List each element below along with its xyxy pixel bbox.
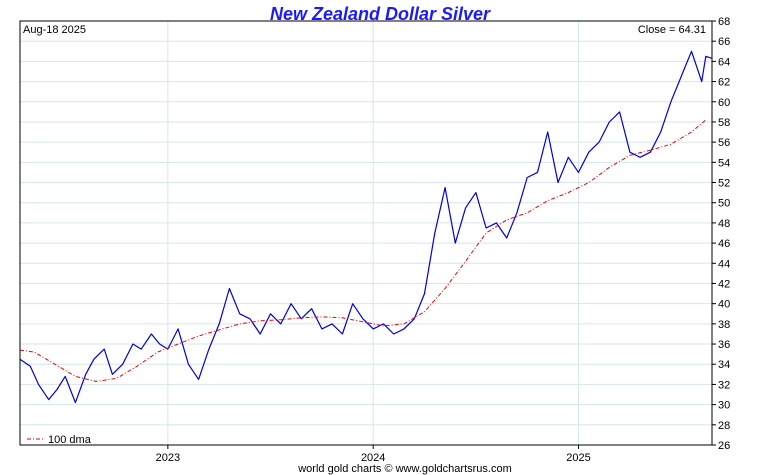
y-tick-label: 62 [718, 77, 730, 89]
date-label: Aug-18 2025 [23, 24, 86, 36]
x-tick-label: 2023 [156, 452, 180, 464]
y-tick-label: 60 [718, 97, 730, 109]
x-tick-label: 2025 [566, 452, 590, 464]
y-tick-label: 42 [718, 278, 730, 290]
plot-frame [19, 20, 713, 446]
chart-title: New Zealand Dollar Silver [270, 4, 491, 24]
x-tick-label: 2024 [361, 452, 385, 464]
y-tick-label: 58 [718, 117, 730, 129]
y-tick-label: 34 [718, 359, 730, 371]
series-layer [19, 50, 713, 404]
y-tick-label: 66 [718, 36, 730, 48]
y-tick-label: 52 [718, 178, 730, 190]
y-tick-label: 28 [718, 420, 730, 432]
x-axis: 2023 2024 2025 [156, 445, 591, 464]
y-tick-label: 56 [718, 137, 730, 149]
y-tick-label: 44 [718, 258, 730, 270]
y-tick-label: 30 [718, 400, 730, 412]
y-tick-label: 32 [718, 379, 730, 391]
y-axis: 26 28 30 32 34 36 38 40 42 44 46 48 50 52 54 56 58 60 62 64… [712, 16, 730, 452]
y-tick-label: 64 [718, 56, 730, 68]
y-tick-label: 50 [718, 198, 730, 210]
legend-dma-label: 100 dma [48, 434, 92, 446]
y-tick-label: 26 [718, 440, 730, 452]
y-tick-label: 54 [718, 157, 730, 169]
price-line [19, 50, 713, 404]
y-tick-label: 36 [718, 339, 730, 351]
legend: 100 dma [27, 434, 92, 446]
dma-line [19, 119, 707, 382]
y-tick-label: 40 [718, 299, 730, 311]
y-tick-label: 46 [718, 238, 730, 250]
close-label: Close = 64.31 [638, 24, 706, 36]
y-tick-label: 38 [718, 319, 730, 331]
y-tick-label: 68 [718, 16, 730, 28]
footer-credit: world gold charts © www.goldchartsrus.co… [297, 463, 512, 475]
y-tick-label: 48 [718, 218, 730, 230]
